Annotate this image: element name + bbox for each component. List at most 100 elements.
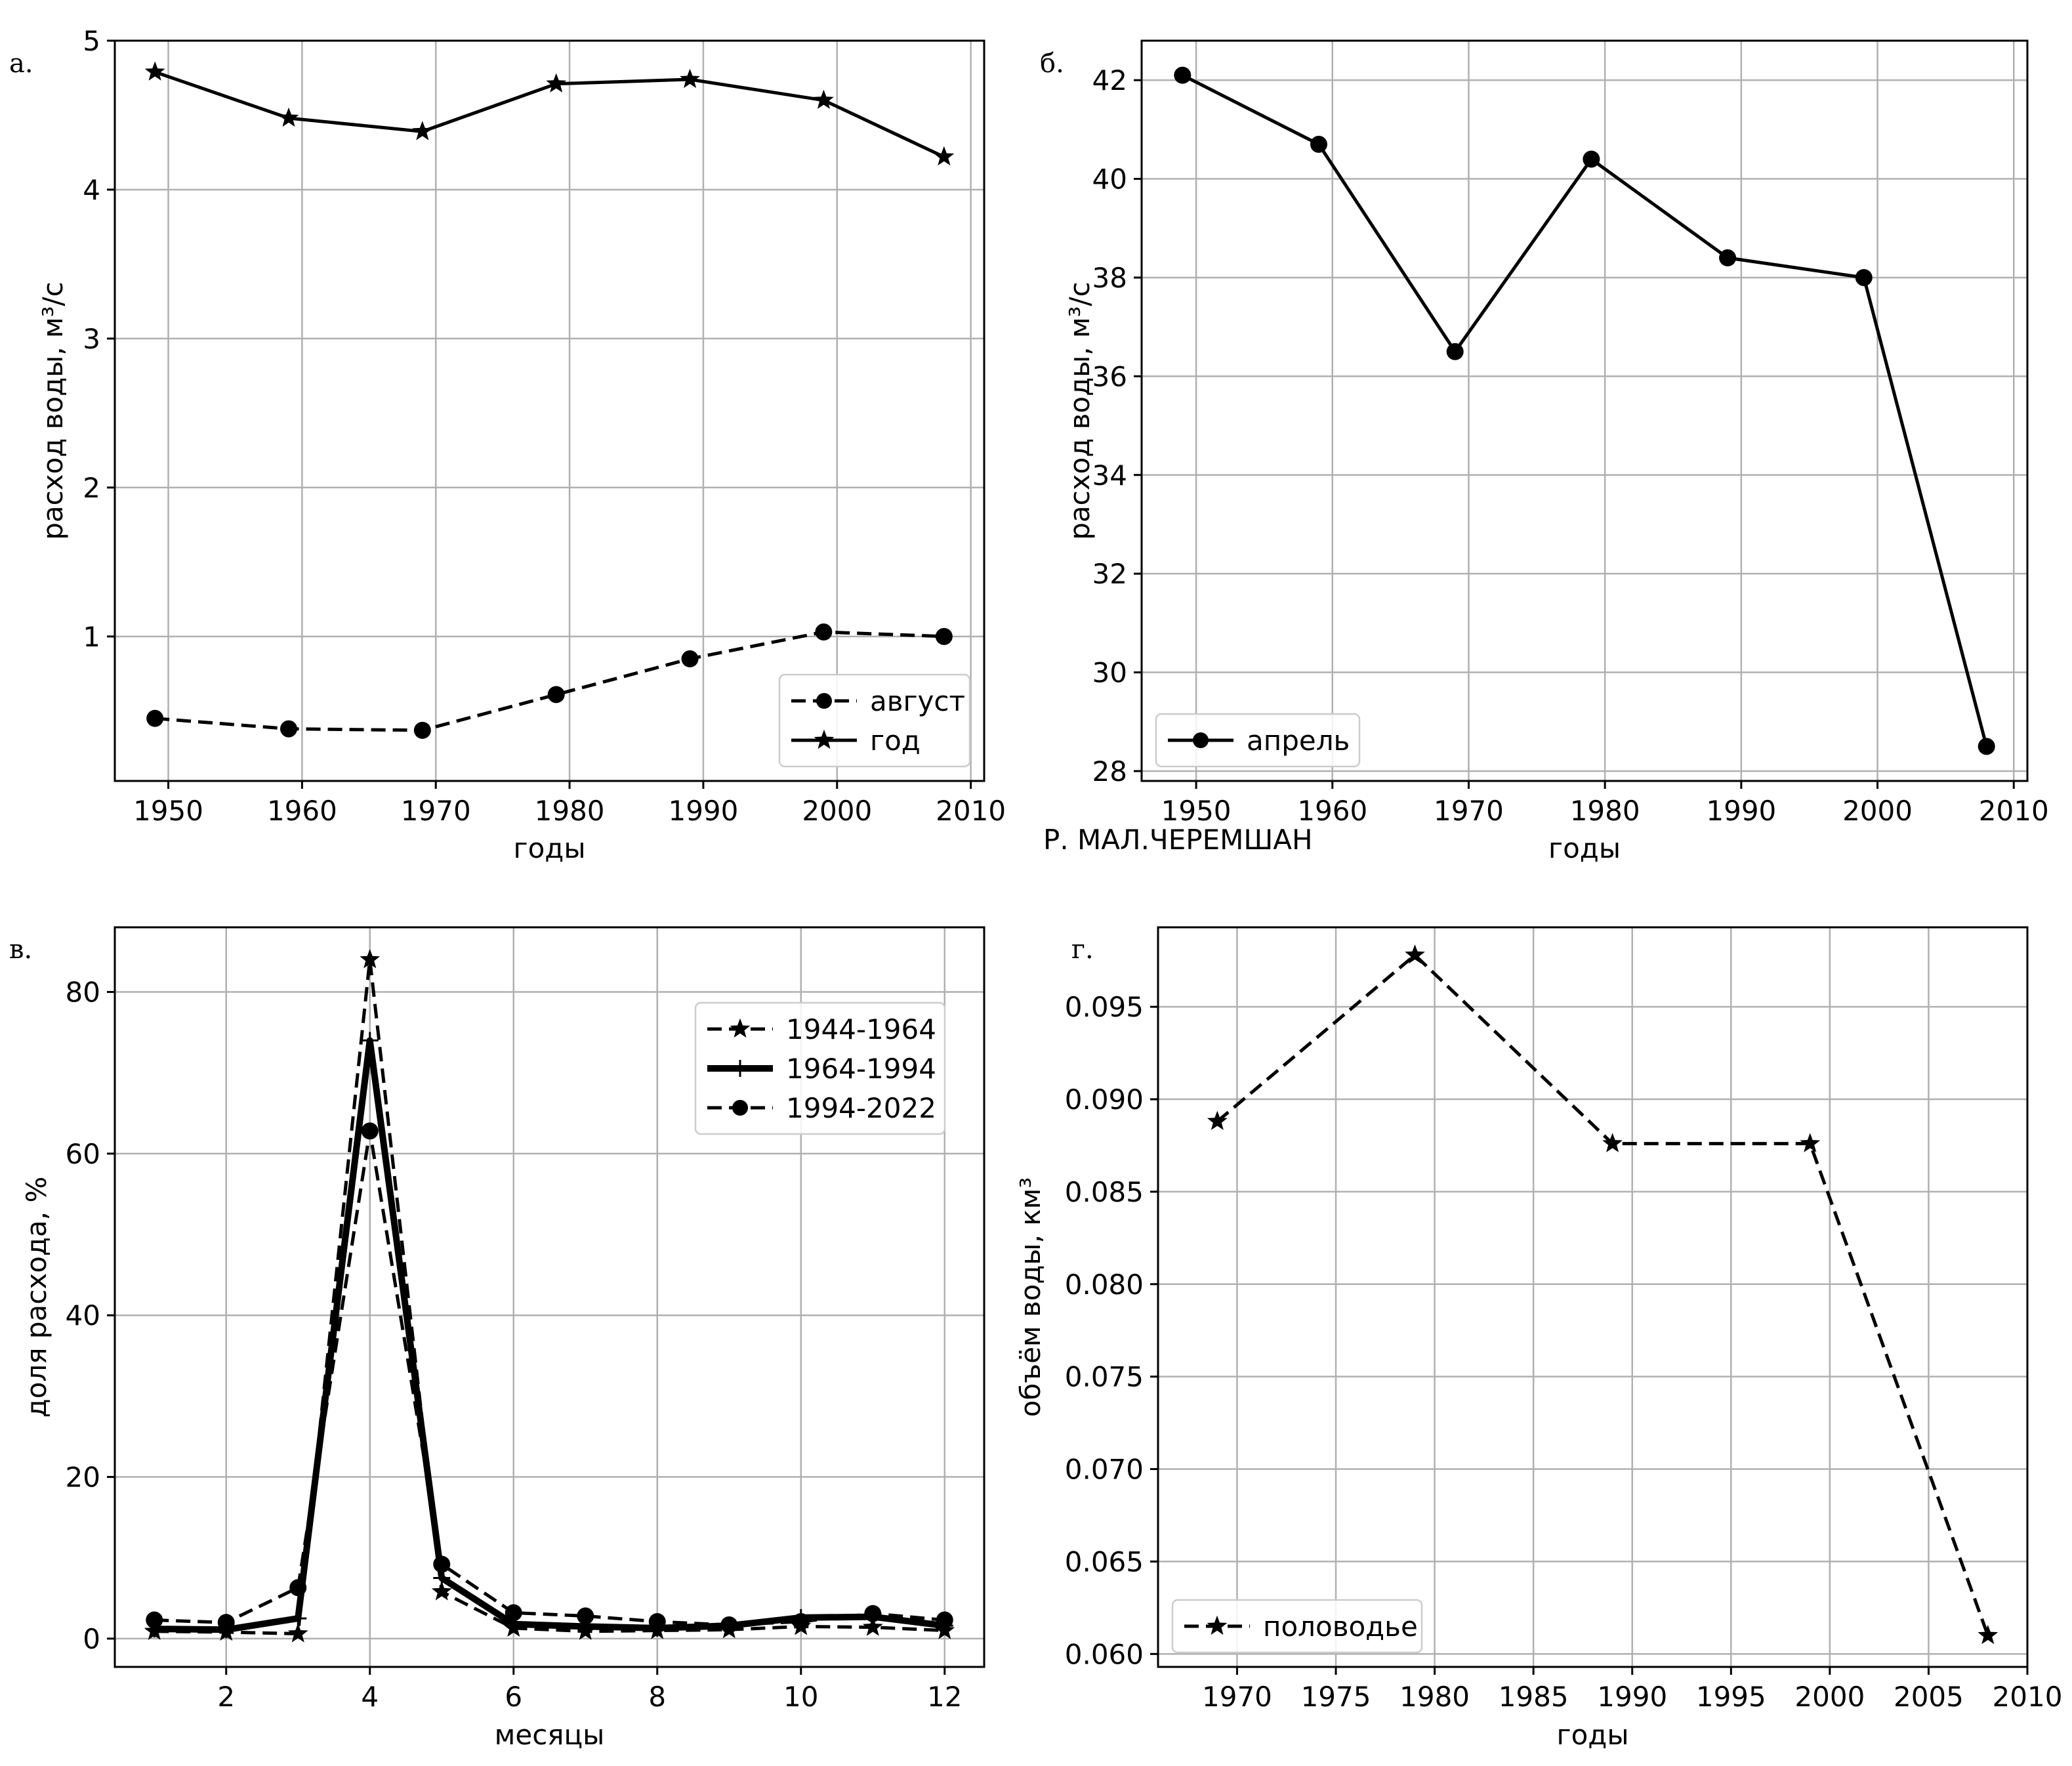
data-point: [934, 146, 955, 166]
data-point: [146, 1611, 163, 1629]
x-axis-label: годы: [514, 832, 586, 864]
y-tick-label: 5: [83, 25, 100, 57]
legend-label: 1964-1994: [786, 1053, 936, 1085]
panel-d: 1970 1975 1980 1985 1990 1995 2000 2005 2010 0.06…: [1014, 926, 2063, 1751]
data-point: [280, 720, 297, 738]
legend-marker: [732, 1100, 748, 1116]
x-tick-label: 2010: [1993, 1681, 2063, 1713]
data-point: [1174, 66, 1191, 84]
x-tick-label: 2000: [1842, 795, 1913, 827]
legend-marker: [1193, 732, 1209, 748]
series-год: [144, 61, 955, 166]
plot-frame: [114, 926, 985, 1668]
figure-note: Р. МАЛ.ЧЕРЕМШАН: [1043, 824, 1313, 856]
x-tick-label: 10: [783, 1681, 818, 1713]
x-tick-label: 2000: [802, 795, 872, 827]
gridlines: [1142, 41, 2027, 781]
legend-label: август: [870, 685, 965, 717]
data-point: [146, 709, 164, 727]
legend-label: половодье: [1263, 1610, 1418, 1643]
x-tick-label: 1980: [1570, 795, 1640, 827]
data-point: [814, 89, 834, 109]
x-axis-label: годы: [1548, 832, 1621, 864]
data-point: [648, 1613, 666, 1631]
data-point: [360, 949, 381, 969]
y-tick-label: 0: [83, 1623, 100, 1655]
x-tick-label: 1960: [267, 795, 337, 827]
x-tick-label: 1960: [1297, 795, 1367, 827]
x-tick-label: 1975: [1301, 1681, 1371, 1713]
y-tick-label: 42: [1092, 64, 1127, 96]
y-axis-label: расход воды, м³/с: [1064, 282, 1096, 540]
legend: 1944-1964 1964-1994 1994-2022: [694, 1001, 946, 1135]
data-point: [412, 121, 433, 140]
y-tick-label: 20: [66, 1461, 100, 1494]
series-line: [154, 1037, 945, 1633]
x-axis-label: годы: [1557, 1719, 1629, 1751]
series-1994-2022: [146, 1122, 953, 1633]
y-tick-label: 36: [1092, 360, 1127, 392]
data-point: [505, 1604, 522, 1622]
data-point: [433, 1555, 451, 1573]
data-point: [1602, 1133, 1623, 1152]
data-point: [792, 1613, 810, 1631]
legend: апрель: [1155, 713, 1361, 768]
panel-b: 1950 1960 1970 1980 1990 2000 2010 28 30 32 34 36 38…: [1040, 39, 2049, 864]
series-line: [154, 70, 945, 159]
series-line: [154, 957, 945, 1635]
x-tick-label: 6: [505, 1681, 522, 1713]
series-line: [1216, 953, 1990, 1636]
series-line: [154, 1129, 945, 1627]
data-point: [680, 68, 700, 89]
data-point: [546, 73, 567, 93]
y-tick-label: 0.065: [1065, 1545, 1144, 1578]
x-tick-label: 1995: [1696, 1681, 1766, 1713]
data-point: [289, 1579, 307, 1597]
x-tick-label: 1950: [1161, 795, 1232, 827]
y-tick-label: 38: [1092, 262, 1127, 294]
data-point: [217, 1614, 235, 1631]
x-tick-label: 1990: [668, 795, 738, 827]
data-point: [1978, 1624, 1999, 1645]
legend: август год: [778, 673, 971, 768]
y-tick-label: 0.085: [1065, 1176, 1144, 1208]
data-point: [1207, 1110, 1228, 1130]
y-tick-label: 0.060: [1065, 1638, 1144, 1670]
y-tick-label: 0.095: [1065, 991, 1144, 1023]
data-point: [431, 1581, 452, 1601]
x-tick-label: 1980: [535, 795, 605, 827]
plot-frame: [114, 39, 985, 782]
legend: половодье: [1171, 1599, 1423, 1654]
y-tick-label: 0.090: [1065, 1083, 1144, 1116]
data-point: [864, 1605, 882, 1622]
panel-label: в.: [9, 935, 32, 965]
series-line: [1182, 74, 1989, 747]
legend-marker: [730, 1018, 751, 1038]
y-tick-label: 28: [1092, 755, 1127, 788]
x-tick-label: 2005: [1894, 1681, 1964, 1713]
legend-box: [1171, 1599, 1423, 1654]
legend-marker: [816, 693, 832, 709]
legend-label: 1994-2022: [786, 1092, 936, 1124]
legend-marker: [732, 1060, 749, 1077]
x-tick-label: 1990: [1597, 1681, 1667, 1713]
y-tick-label: 32: [1092, 558, 1127, 590]
y-tick-label: 60: [66, 1138, 100, 1170]
y-tick-label: 0.070: [1065, 1454, 1144, 1486]
data-point: [547, 686, 565, 704]
x-tick-label: 1970: [1202, 1681, 1272, 1713]
x-axis-label: месяцы: [495, 1719, 605, 1751]
y-tick-label: 3: [83, 323, 100, 355]
data-point: [361, 1032, 379, 1049]
panel-label: а.: [9, 49, 33, 79]
x-tick-label: 12: [927, 1681, 962, 1713]
y-axis-label: объём воды, км³: [1014, 1177, 1046, 1417]
data-point: [1800, 1133, 1821, 1152]
data-point: [720, 1616, 738, 1633]
x-tick-label: 2000: [1794, 1681, 1865, 1713]
y-axis-label: расход воды, м³/с: [37, 282, 69, 540]
plot-frame: [1140, 39, 2029, 782]
data-point: [289, 1610, 307, 1628]
